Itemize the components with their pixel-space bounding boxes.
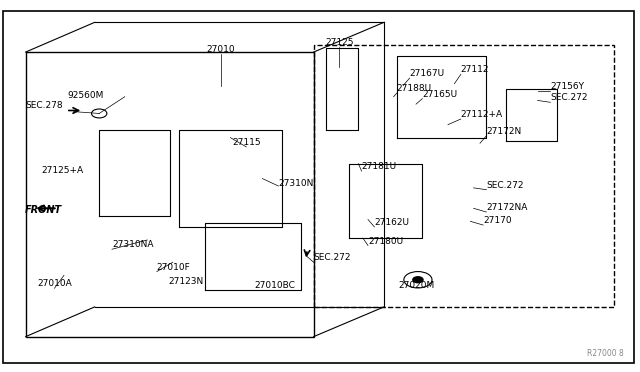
Text: 27010F: 27010F bbox=[157, 263, 191, 272]
Text: 27125+A: 27125+A bbox=[42, 166, 84, 175]
Text: 27020M: 27020M bbox=[398, 281, 434, 290]
Text: 27167U: 27167U bbox=[410, 69, 445, 78]
Text: 27180U: 27180U bbox=[368, 237, 403, 246]
Text: 27162U: 27162U bbox=[374, 218, 410, 227]
Text: 27115: 27115 bbox=[232, 138, 260, 147]
Text: 27010BC: 27010BC bbox=[255, 281, 296, 290]
Bar bbox=[314, 45, 614, 307]
Text: 27310NA: 27310NA bbox=[112, 240, 154, 249]
Text: 27010: 27010 bbox=[207, 45, 235, 54]
Text: 27112+A: 27112+A bbox=[461, 110, 503, 119]
Text: SEC.278: SEC.278 bbox=[26, 101, 63, 110]
Bar bbox=[26, 52, 314, 337]
Text: 27010A: 27010A bbox=[37, 279, 72, 288]
Text: 27112: 27112 bbox=[461, 65, 490, 74]
Text: SEC.272: SEC.272 bbox=[314, 253, 351, 262]
Text: 27170: 27170 bbox=[483, 216, 512, 225]
Text: FRONT: FRONT bbox=[24, 205, 61, 215]
Text: SEC.272: SEC.272 bbox=[550, 93, 588, 102]
Text: 27125: 27125 bbox=[325, 38, 353, 46]
Text: 27181U: 27181U bbox=[362, 162, 397, 171]
Text: 27156Y: 27156Y bbox=[550, 82, 584, 91]
Text: 27172N: 27172N bbox=[486, 127, 522, 136]
Text: 27123N: 27123N bbox=[168, 278, 204, 286]
Text: 27310N: 27310N bbox=[278, 179, 314, 188]
Text: 27172NA: 27172NA bbox=[486, 203, 528, 212]
Text: 27188U: 27188U bbox=[397, 84, 432, 93]
Text: R27000 8: R27000 8 bbox=[588, 349, 624, 358]
Text: 92560M: 92560M bbox=[67, 92, 104, 100]
Circle shape bbox=[413, 277, 423, 283]
Text: 27165U: 27165U bbox=[422, 90, 458, 99]
Text: SEC.272: SEC.272 bbox=[486, 181, 524, 190]
